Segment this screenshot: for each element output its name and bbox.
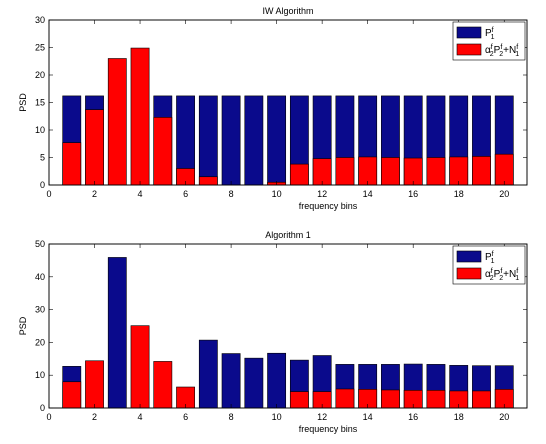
x-tick-label: 20 [499,189,509,199]
y-tick-label: 5 [40,153,45,163]
x-tick-label: 18 [454,189,464,199]
bar-s2-bin-13 [335,157,355,186]
x-tick-label: 12 [317,412,327,422]
bar-s2-bin-18 [449,156,469,186]
bar-s2-bin-2 [85,360,104,409]
bar-s2-bin-19 [472,156,491,186]
y-tick-label: 20 [35,70,45,80]
legend-swatch-blue [456,26,482,39]
x-tick-label: 8 [229,189,234,199]
chart-title: IW Algorithm [262,6,313,16]
x-tick-label: 18 [454,412,464,422]
bar-s2-bin-20 [494,153,514,186]
y-tick-label: 20 [35,337,45,347]
x-tick-label: 2 [92,412,97,422]
x-axis-label: frequency bins [299,424,358,434]
bar-s2-bin-17 [426,157,446,186]
y-tick-label: 0 [40,403,45,413]
bar-s1-bin-7 [198,95,218,186]
bar-s2-bin-13 [335,388,355,409]
bar-s2-bin-15 [381,389,400,409]
bar-s2-bin-1 [62,381,82,409]
legend-label-2: αf 2Pf 2+Nf 1 [485,268,519,282]
plot-area [48,243,528,409]
bar-s1-bin-8 [221,95,241,186]
y-tick-label: 15 [35,98,45,108]
bar-s2-bin-3 [107,58,127,186]
x-tick-label: 6 [183,189,188,199]
bar-s2-bin-7 [198,176,218,186]
bar-s2-bin-4 [130,47,150,186]
bar-s1-bin-8 [221,353,241,409]
x-tick-label: 12 [317,189,327,199]
bar-s1-bin-10 [267,95,287,186]
chart-2: 0 2 4 6 8 10 12 14 16 18 20 0 10 20 30 40 50 Algorithm 1 f… [18,230,528,434]
series-2 [62,47,514,186]
legend-swatch-red [456,43,482,56]
x-tick-label: 20 [499,412,509,422]
bar-s2-bin-14 [358,156,378,186]
legend-swatch-blue [456,250,482,263]
bar-s1-bin-9 [244,95,264,186]
bar-s1-bin-10 [267,352,287,409]
x-tick-label: 16 [408,412,418,422]
y-tick-label: 10 [35,125,45,135]
x-axis-label: frequency bins [299,201,358,211]
bar-s1-bin-9 [244,357,264,409]
legend-label-2: αf 2Pf 2+Nf 1 [485,44,519,58]
y-tick-label: 25 [35,43,45,53]
x-tick-label: 0 [46,189,51,199]
y-tick-label: 30 [35,305,45,315]
legend-label-1: Pf 1 [485,251,495,265]
x-tick-label: 8 [229,412,234,422]
y-tick-label: 50 [35,239,45,249]
x-tick-label: 0 [46,412,51,422]
x-tick-label: 4 [138,189,143,199]
bar-s2-bin-4 [130,325,150,409]
bar-s2-bin-16 [403,157,423,186]
bar-s2-bin-17 [426,389,446,409]
legend: Pf 1 αf 2Pf 2+Nf 1 [452,245,526,285]
x-tick-label: 6 [183,412,188,422]
bar-s2-bin-15 [381,157,400,186]
bar-s1-bin-7 [198,339,218,409]
legend-swatch-red [456,267,482,280]
bar-s2-bin-2 [85,109,104,186]
bar-s2-bin-19 [472,390,491,409]
axes-frame [48,243,528,409]
legend: Pf 1 αf 2Pf 2+Nf 1 [452,21,526,61]
y-tick-label: 0 [40,180,45,190]
bar-s2-bin-5 [153,361,173,409]
x-tick-label: 10 [272,412,282,422]
x-tick-label: 2 [92,189,97,199]
x-tick-label: 10 [272,189,282,199]
bar-s2-bin-1 [62,142,82,186]
y-axis-label: PSD [18,316,28,335]
x-tick-label: 14 [363,412,373,422]
bar-s2-bin-11 [289,163,309,186]
x-tick-label: 16 [408,189,418,199]
y-axis-label: PSD [18,93,28,112]
bar-s2-bin-11 [289,391,309,409]
chart-title: Algorithm 1 [265,230,311,240]
x-tick-label: 4 [138,412,143,422]
y-tick-label: 40 [35,272,45,282]
plot-area [48,19,528,186]
series-2 [62,325,514,409]
y-tick-label: 10 [35,370,45,380]
bar-s2-bin-5 [153,117,173,186]
y-tick-label: 30 [35,15,45,25]
legend-label-1: Pf 1 [485,27,495,41]
x-tick-label: 14 [363,189,373,199]
chart-1: 0 2 4 6 8 10 12 14 16 18 20 0 5 10 15 20 25 30 IW Algorith… [18,6,528,211]
bar-s1-bin-3 [107,257,127,409]
